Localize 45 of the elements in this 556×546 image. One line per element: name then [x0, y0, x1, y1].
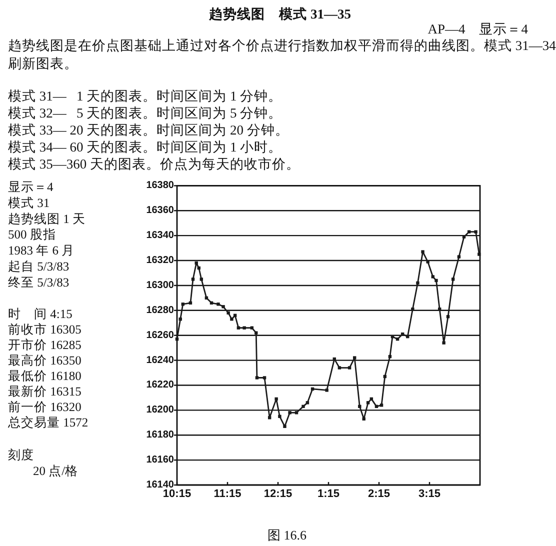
text: 终至 5/3/83	[8, 275, 70, 290]
text: 起自 5/3/83	[8, 260, 70, 274]
caption: 图 16.6	[268, 528, 307, 542]
y-tick-label: 16300	[146, 280, 174, 291]
text: 趋势线图 1 天	[8, 212, 86, 226]
text: 最低价 16180	[8, 369, 82, 383]
text: 显示＝4	[8, 180, 54, 194]
text: 模式 31	[8, 196, 50, 210]
x-tick-label: 10:15	[162, 488, 192, 500]
y-tick-label: 16160	[146, 454, 174, 466]
y-tick-label: 16140	[146, 480, 174, 490]
x-tick-label: 2:15	[368, 488, 390, 500]
y-tick-label: 16380	[146, 180, 174, 192]
text: 刻度	[8, 447, 34, 462]
y-tick-label: 16340	[146, 230, 174, 242]
chart-subtitle: AP—4 显示＝4	[428, 22, 528, 36]
chart-title: 趋势线图 模式 31—35	[208, 6, 352, 22]
text: 开市价 16285	[8, 338, 82, 352]
y-tick-label: 16260	[146, 330, 174, 341]
y-tick-label: 16280	[146, 304, 174, 316]
text: 模式 35—360 天的图表。价点为每天的收市价。	[8, 156, 300, 172]
text: 总交易量 1572	[7, 414, 88, 430]
text: 最新价 16315	[8, 384, 82, 398]
text: 20 点/格	[33, 464, 78, 478]
text: 前收市 16305	[8, 322, 82, 336]
text: 模式 34— 60 天的图表。时间区间为 1 小时。	[8, 140, 282, 154]
x-tick-label: 3:15	[418, 488, 441, 500]
x-tick-label: 12:15	[264, 488, 292, 500]
text: 500 股指	[8, 228, 56, 242]
text: 模式 33— 20 天的图表。时间区间为 20 分钟。	[8, 122, 289, 138]
y-tick-label: 16240	[146, 354, 174, 366]
text: 模式 32— 5 天的图表。时间区间为 5 分钟。	[8, 106, 282, 120]
y-tick-label: 16180	[146, 430, 174, 441]
x-tick-label: 11:15	[214, 488, 242, 500]
x-tick-label: 1:15	[317, 488, 340, 500]
y-tick-label: 16360	[146, 205, 174, 216]
y-tick-label: 16200	[146, 404, 174, 416]
y-tick-label: 16320	[146, 255, 174, 266]
y-tick-label: 16220	[146, 380, 174, 391]
text: 趋势线图是在价点图基础上通过对各个价点进行指数加权平滑而得的曲线图。模式 31—34 刷新图表。	[8, 37, 556, 73]
text: 模式 31— 1 天的图表。时间区间为 1 分钟。	[8, 88, 282, 104]
text: 1983 年 6 月	[8, 244, 75, 258]
text: 时 间 4:15	[8, 307, 72, 321]
text: 前一价 16320	[8, 400, 82, 414]
text: 最高价 16350	[8, 352, 82, 368]
